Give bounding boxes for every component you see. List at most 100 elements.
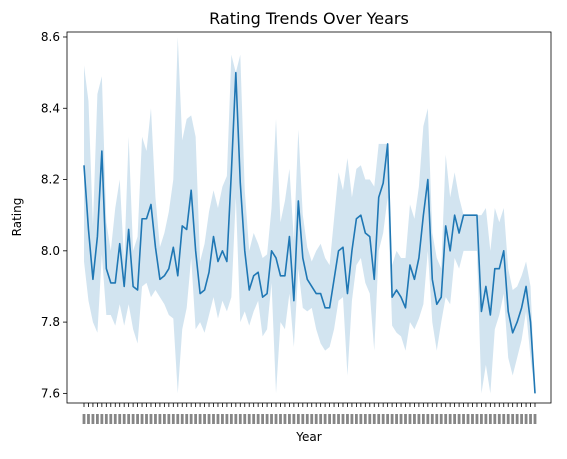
- data-point: [239, 182, 241, 184]
- data-point: [190, 189, 192, 191]
- x-tick-label: [310, 414, 314, 424]
- data-point: [186, 228, 188, 230]
- x-tick-label: [301, 414, 305, 424]
- data-point: [369, 236, 371, 238]
- x-tick-label: [265, 414, 269, 424]
- x-tick-label: [109, 414, 113, 424]
- data-point: [159, 278, 161, 280]
- x-tick-label: [341, 414, 345, 424]
- data-point: [141, 218, 143, 220]
- data-point: [521, 307, 523, 309]
- data-point: [378, 196, 380, 198]
- x-tick-label: [203, 414, 206, 424]
- y-tick-label: 8.4: [41, 101, 60, 115]
- x-tick-label: [288, 414, 291, 424]
- x-tick-label: [497, 414, 501, 424]
- data-point: [418, 257, 420, 259]
- data-point: [476, 214, 478, 216]
- data-point: [230, 171, 232, 173]
- x-tick-label: [149, 414, 153, 424]
- x-axis-label: Year: [295, 430, 321, 444]
- x-tick-label: [381, 414, 385, 424]
- x-tick-label: [480, 414, 483, 424]
- x-tick-label: [466, 414, 470, 424]
- data-point: [83, 164, 85, 166]
- x-tick-label: [180, 414, 184, 424]
- x-tick-label: [122, 414, 126, 424]
- data-point: [458, 232, 460, 234]
- data-point: [324, 307, 326, 309]
- data-point: [315, 293, 317, 295]
- data-point: [284, 275, 286, 277]
- data-point: [96, 236, 98, 238]
- x-tick-label: [457, 414, 461, 424]
- x-tick-label: [354, 414, 358, 424]
- data-point: [333, 278, 335, 280]
- data-point: [195, 250, 197, 252]
- x-tick-label: [408, 414, 412, 424]
- x-tick-label: [252, 414, 256, 424]
- x-tick-label: [372, 414, 376, 424]
- x-tick-label: [176, 414, 180, 424]
- data-point: [436, 303, 438, 305]
- data-point: [355, 218, 357, 220]
- data-point: [87, 228, 89, 230]
- data-point: [512, 332, 514, 334]
- data-point: [338, 250, 340, 252]
- x-tick-label: [305, 414, 309, 424]
- x-tick-label: [194, 414, 198, 424]
- x-tick-label: [368, 414, 372, 424]
- data-point: [302, 257, 304, 259]
- data-point: [480, 310, 482, 312]
- x-tick-label: [363, 414, 367, 424]
- data-point: [123, 285, 125, 287]
- x-tick-label: [533, 414, 537, 424]
- data-point: [489, 314, 491, 316]
- x-tick-label: [118, 414, 122, 424]
- x-tick-label: [91, 414, 95, 424]
- confidence-band: [84, 36, 535, 394]
- data-point: [163, 275, 165, 277]
- x-tick-label: [399, 414, 403, 424]
- data-point: [172, 246, 174, 248]
- chart-title: Rating Trends Over Years: [209, 9, 409, 28]
- x-tick-label: [234, 414, 238, 424]
- data-point: [387, 143, 389, 145]
- x-axis: [82, 403, 537, 424]
- data-point: [306, 278, 308, 280]
- data-point: [154, 246, 156, 248]
- x-tick-label: [417, 414, 421, 424]
- x-tick-label: [283, 414, 287, 424]
- data-point: [271, 250, 273, 252]
- x-tick-label: [296, 414, 300, 424]
- x-tick-label: [332, 414, 336, 424]
- data-point: [137, 289, 139, 291]
- data-point: [449, 250, 451, 252]
- data-point: [177, 275, 179, 277]
- x-tick-label: [113, 414, 117, 424]
- data-point: [364, 232, 366, 234]
- data-point: [454, 214, 456, 216]
- data-point: [409, 264, 411, 266]
- x-tick-label: [216, 414, 220, 424]
- data-point: [181, 225, 183, 227]
- data-point: [351, 250, 353, 252]
- data-point: [235, 72, 237, 74]
- x-tick-label: [314, 414, 318, 424]
- x-tick-label: [511, 414, 515, 424]
- data-point: [248, 289, 250, 291]
- x-tick-label: [488, 414, 492, 424]
- data-point: [204, 289, 206, 291]
- data-point: [485, 285, 487, 287]
- data-point: [266, 293, 268, 295]
- data-point: [427, 179, 429, 181]
- data-point: [373, 278, 375, 280]
- data-point: [530, 321, 532, 323]
- data-point: [445, 225, 447, 227]
- data-point: [422, 214, 424, 216]
- x-tick-label: [292, 414, 296, 424]
- data-point: [293, 300, 295, 302]
- x-tick-label: [158, 414, 162, 424]
- x-tick-label: [359, 414, 363, 424]
